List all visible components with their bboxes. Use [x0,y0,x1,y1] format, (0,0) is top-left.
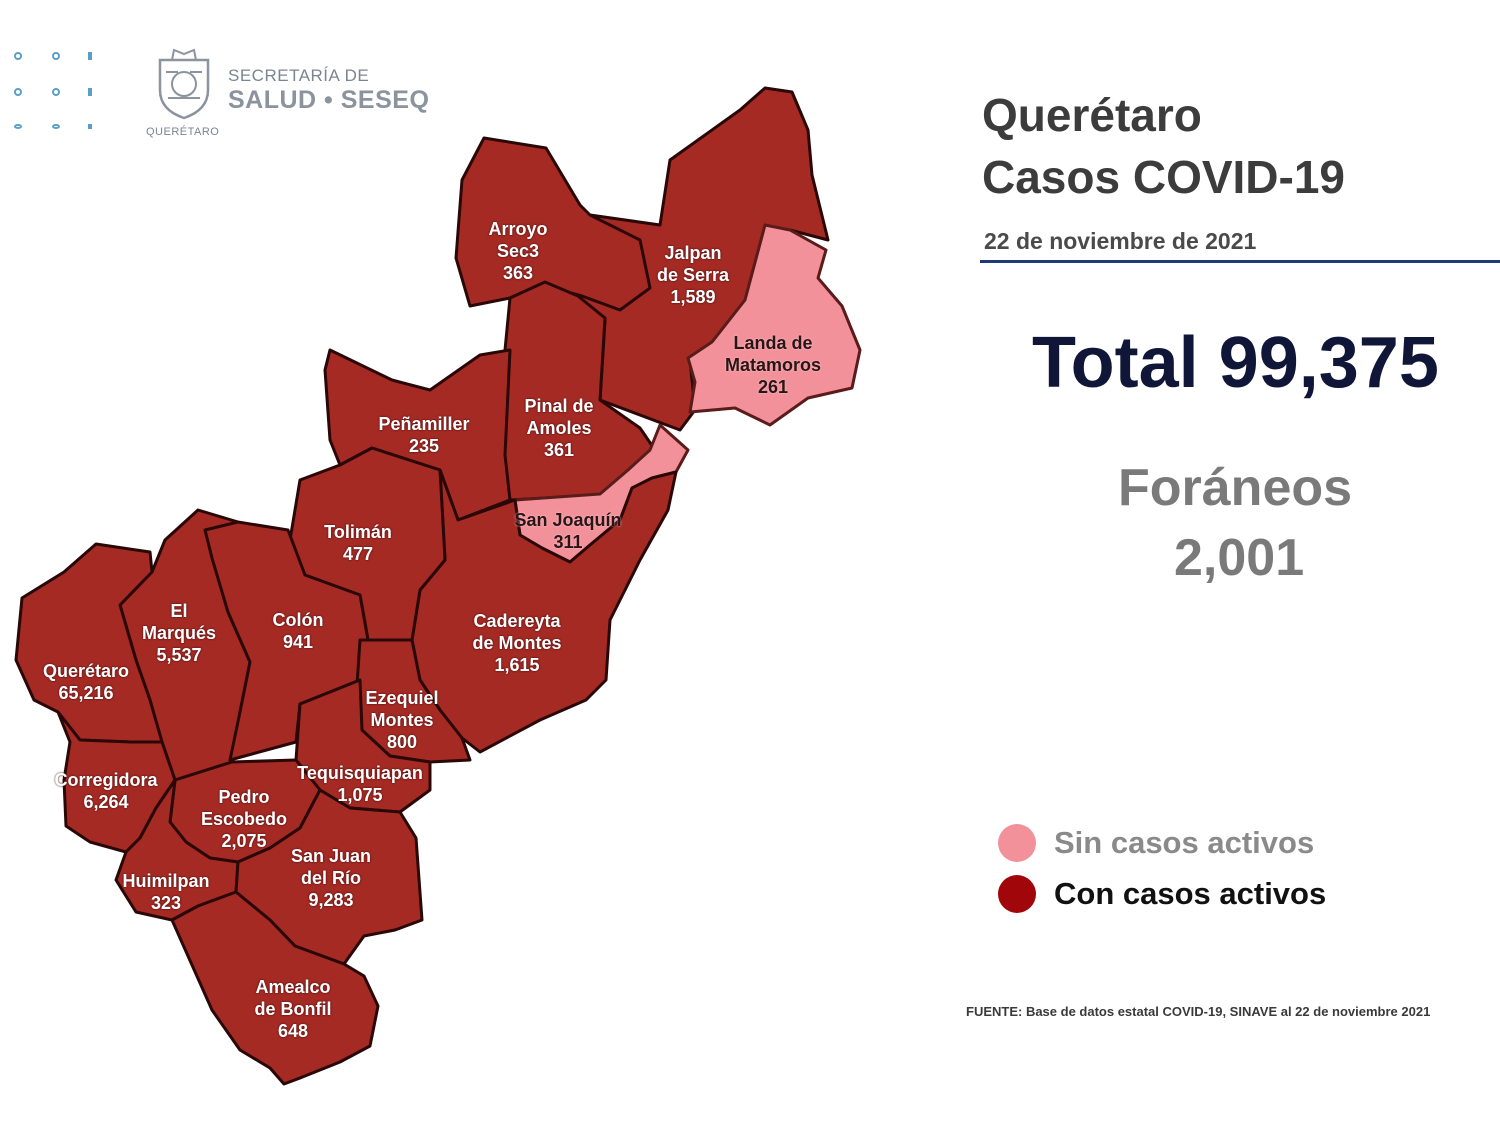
label-pedro-escobedo: Pedro Escobedo 2,075 [200,787,288,851]
label-jalpan: Jalpan de Serra 1,589 [656,243,730,307]
label-cadereyta: Cadereyta de Montes 1,615 [472,611,562,675]
light-circle-icon [998,824,1036,862]
label-landa: Landa de Matamoros 261 [724,333,822,397]
decorative-dots [12,46,102,136]
title-divider [980,260,1500,263]
label-el-marques: El Marqués 5,537 [141,601,217,665]
label-colon: Colón 941 [272,610,324,652]
label-corregidora: Corregidora 6,264 [54,770,158,812]
org-small-label: QUERÉTARO [146,126,220,138]
label-pinal: Pinal de Amoles 361 [524,396,594,460]
label-amealco: Amealco de Bonfil 648 [254,977,332,1041]
total-cases: Total 99,375 [1032,323,1439,403]
label-ezequiel: Ezequiel Montes 800 [365,688,439,752]
org-line1: SECRETARÍA DE [228,66,370,85]
foraneos-label: Foráneos [1118,459,1353,517]
legend-label-no-active: Sin casos activos [1054,825,1315,860]
queretaro-map [14,86,862,1086]
muni-queretaro [14,542,164,744]
dark-circle-icon [998,875,1036,913]
foraneos-value: 2,001 [1174,529,1305,587]
legend-item-no-active: Sin casos activos [998,823,1314,863]
source-note: FUENTE: Base de datos estatal COVID-19, … [966,1004,1431,1019]
muni-huimilpan [114,778,240,922]
label-tequisquiapan: Tequisquiapan 1,075 [297,763,423,805]
label-huimilpan: Huimilpan 323 [122,871,210,913]
label-penamiller: Peñamiller 235 [378,414,470,456]
report-date: 22 de noviembre de 2021 [984,228,1257,254]
title-state: Querétaro [982,89,1202,141]
muni-arroyo-seco [454,136,652,312]
title-subject: Casos COVID-19 [982,151,1346,203]
legend-label-active: Con casos activos [1054,876,1327,911]
state-seal-icon [158,48,210,120]
label-san-juan: San Juan del Río 9,283 [290,846,372,910]
label-queretaro: Querétaro 65,216 [42,661,130,703]
muni-amealco [170,890,380,1086]
muni-landa [686,223,862,427]
label-arroyo-seco: Arroyo Sec3 363 [488,219,548,283]
legend-item-active: Con casos activos [998,874,1326,914]
label-toliman: Tolimán 477 [324,522,392,564]
label-san-joaquin: San Joaquín 311 [514,510,622,552]
org-line2: SALUD • SESEQ [228,86,430,114]
